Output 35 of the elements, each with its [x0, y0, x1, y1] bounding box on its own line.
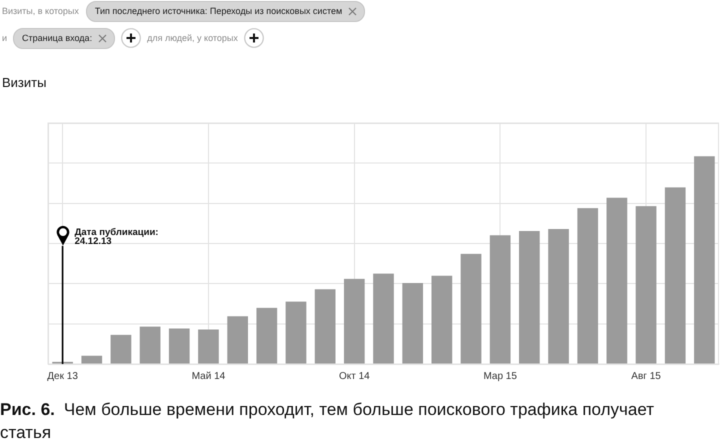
x-tick-label: Дек 13: [47, 370, 78, 382]
bar: [314, 289, 336, 364]
text: и: [2, 33, 8, 43]
bar: [636, 206, 656, 364]
bar: [227, 316, 248, 364]
bar: [168, 328, 190, 364]
bar: [577, 208, 598, 364]
bar: [606, 198, 628, 364]
bar: [81, 356, 102, 364]
x-tick-label: Май 14: [192, 370, 226, 382]
bar: [344, 278, 365, 364]
bar: [256, 308, 278, 364]
legend-label: Дата публикации: 24.12.13: [74, 227, 158, 247]
bar: [402, 282, 424, 364]
x-tick-label: Авг 15: [631, 370, 662, 382]
bar: [664, 187, 686, 364]
bar: [519, 231, 540, 364]
x-tick-label: Окт 14: [338, 370, 370, 382]
bar: [286, 302, 306, 364]
filter-chip: Тип последнего источника: Переходы из поисковых систем: [86, 0, 366, 22]
bar: [490, 235, 511, 364]
bar: [460, 254, 482, 364]
text: Визиты, в которых: [2, 6, 79, 16]
bar: [373, 274, 394, 364]
x-tick-label: Мар 15: [483, 370, 518, 382]
text: Рис. 6. Чем больше времени проходит, тем больше поискового трафика получает статья: [0, 400, 654, 440]
bar: [198, 330, 219, 364]
bar: [431, 276, 452, 364]
bar: [694, 156, 715, 364]
bar: [110, 334, 132, 364]
bar: [140, 326, 160, 364]
filter-chip: Страница входа:: [13, 28, 116, 48]
text: для людей, у которых: [147, 33, 238, 43]
bar: [548, 228, 569, 364]
chart-title: Визиты: [2, 75, 46, 91]
